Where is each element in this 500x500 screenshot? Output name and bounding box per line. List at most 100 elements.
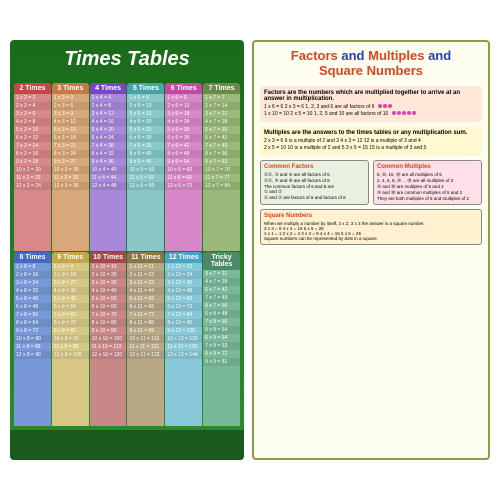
table-row: 7 x 6 = 42 — [165, 142, 202, 150]
table-row: 11 x 3 = 33 — [52, 174, 89, 182]
table-row: 4 x 12 = 48 — [165, 287, 202, 295]
table-row: 2 x 9 = 18 — [52, 271, 89, 279]
table-row: 1 x 5 = 5 — [127, 94, 164, 102]
table-row: 8 x 3 = 24 — [52, 150, 89, 158]
column-header: 3 Times — [52, 83, 89, 94]
sq-l3: Square numbers can be represented by dot… — [264, 236, 478, 241]
table-row: 8 x 2 = 16 — [14, 150, 51, 158]
common-multiples-box: Common Multiples 5, ⑩, 15, ⑳ are all mul… — [373, 160, 482, 205]
table-column: 7 Times1 x 7 = 72 x 7 = 143 x 7 = 214 x … — [203, 83, 240, 251]
table-row: 8 x 11 = 88 — [127, 319, 164, 327]
common-row: Common Factors ①②, ③ and ⑥ are all facto… — [260, 160, 482, 205]
table-row: 2 x 2 = 4 — [14, 102, 51, 110]
table-column: 6 Times1 x 6 = 62 x 6 = 123 x 6 = 184 x … — [165, 83, 202, 251]
table-row: 5 x 10 = 50 — [90, 295, 127, 303]
table-row: 8 x 6 = 48 — [165, 150, 202, 158]
table-row: 12 x 3 = 36 — [52, 182, 89, 190]
factors-section: Factors are the numbers which are multip… — [260, 86, 482, 122]
table-row: 1 x 3 = 3 — [52, 94, 89, 102]
table-column: 3 Times1 x 3 = 32 x 3 = 63 x 3 = 94 x 3 … — [52, 83, 89, 251]
table-column: Tricky Tables3 x 7 = 214 x 7 = 286 x 7 =… — [203, 252, 240, 427]
poster1-footer — [10, 430, 244, 460]
table-row: 10 x 7 = 70 — [203, 166, 240, 174]
column-body: 1 x 8 = 82 x 8 = 163 x 8 = 244 x 8 = 325… — [14, 263, 51, 427]
table-row: 10 x 9 = 90 — [52, 335, 89, 343]
table-row: 1 x 2 = 2 — [14, 94, 51, 102]
table-row: 4 x 4 = 16 — [90, 118, 127, 126]
title-multiples: Multiples — [368, 48, 424, 63]
table-row: 3 x 11 = 33 — [127, 279, 164, 287]
table-row: 10 x 2 = 20 — [14, 166, 51, 174]
table-row: 6 x 10 = 60 — [90, 303, 127, 311]
poster1-title: Times Tables — [10, 40, 244, 79]
table-row: 9 x 11 = 99 — [127, 327, 164, 335]
title-and2: and — [424, 48, 451, 63]
table-row: 8 x 12 = 96 — [165, 319, 202, 327]
table-column: 9 Times1 x 9 = 92 x 9 = 183 x 9 = 274 x … — [52, 252, 89, 427]
table-row: 3 x 4 = 12 — [90, 110, 127, 118]
table-row: 3 x 3 = 9 — [52, 110, 89, 118]
table-row: 5 x 4 = 20 — [90, 126, 127, 134]
table-row: 4 x 8 = 32 — [14, 287, 51, 295]
column-header: 8 Times — [14, 252, 51, 263]
table-row: 3 x 5 = 15 — [127, 110, 164, 118]
table-row: 10 x 6 = 60 — [165, 166, 202, 174]
table-row: 3 x 12 = 36 — [165, 279, 202, 287]
table-row: 5 x 6 = 30 — [165, 126, 202, 134]
table-row: 9 x 6 = 54 — [165, 158, 202, 166]
column-header: 12 Times — [165, 252, 202, 263]
table-row: 4 x 7 = 28 — [203, 118, 240, 126]
cf-l5: ① and ② are factors of 6 and factors of … — [264, 195, 365, 201]
table-row: 11 x 6 = 66 — [165, 174, 202, 182]
table-column: 11 Times1 x 11 = 112 x 11 = 223 x 11 = 3… — [127, 252, 164, 427]
table-row: 4 x 7 = 28 — [203, 278, 240, 286]
table-row: 6 x 7 = 42 — [203, 134, 240, 142]
table-row: 12 x 4 = 48 — [90, 182, 127, 190]
table-row: 2 x 11 = 22 — [127, 271, 164, 279]
table-row: 7 x 5 = 35 — [127, 142, 164, 150]
table-row: 5 x 3 = 15 — [52, 126, 89, 134]
table-row: 7 x 10 = 70 — [90, 311, 127, 319]
column-body: 1 x 2 = 22 x 2 = 43 x 2 = 64 x 2 = 85 x … — [14, 94, 51, 251]
tables-grid: 2 Times1 x 2 = 22 x 2 = 43 x 2 = 64 x 2 … — [10, 79, 244, 430]
table-row: 8 x 9 = 72 — [203, 350, 240, 358]
table-row: 6 x 5 = 30 — [127, 134, 164, 142]
table-row: 3 x 9 = 27 — [52, 279, 89, 287]
table-row: 1 x 6 = 6 — [165, 94, 202, 102]
table-row: 10 x 11 = 110 — [127, 335, 164, 343]
title-factors: Factors — [291, 48, 338, 63]
table-row: 2 x 12 = 24 — [165, 271, 202, 279]
times-tables-poster: Times Tables 2 Times1 x 2 = 22 x 2 = 43 … — [10, 40, 244, 460]
table-column: 10 Times1 x 10 = 102 x 10 = 203 x 10 = 3… — [90, 252, 127, 427]
table-row: 3 x 2 = 6 — [14, 110, 51, 118]
table-row: 2 x 8 = 16 — [14, 271, 51, 279]
factors-line1: 1 x 6 = 6 2 x 3 = 6 1, 2, 3 and 6 are al… — [264, 104, 478, 110]
title-square: Square Numbers — [319, 63, 423, 78]
table-row: 6 x 11 = 66 — [127, 303, 164, 311]
table-row: 12 x 12 = 144 — [165, 351, 202, 359]
table-row: 1 x 7 = 7 — [203, 94, 240, 102]
table-row: 4 x 11 = 44 — [127, 287, 164, 295]
table-column: 8 Times1 x 8 = 82 x 8 = 163 x 8 = 244 x … — [14, 252, 51, 427]
sq-title: Square Numbers — [264, 213, 478, 219]
table-row: 12 x 11 = 132 — [127, 351, 164, 359]
table-row: 7 x 9 = 63 — [203, 342, 240, 350]
table-row: 4 x 5 = 20 — [127, 118, 164, 126]
table-row: 11 x 7 = 77 — [203, 174, 240, 182]
table-row: 8 x 5 = 40 — [127, 150, 164, 158]
table-row: 11 x 11 = 121 — [127, 343, 164, 351]
table-row: 5 x 7 = 35 — [203, 126, 240, 134]
table-row: 7 x 8 = 56 — [14, 311, 51, 319]
table-row: 3 x 6 = 18 — [165, 110, 202, 118]
table-row: 11 x 4 = 44 — [90, 174, 127, 182]
table-row: 7 x 2 = 14 — [14, 142, 51, 150]
table-row: 9 x 2 = 18 — [14, 158, 51, 166]
table-row: 10 x 3 = 30 — [52, 166, 89, 174]
column-header: 5 Times — [127, 83, 164, 94]
column-body: 1 x 6 = 62 x 6 = 123 x 6 = 184 x 6 = 245… — [165, 94, 202, 251]
table-row: 5 x 8 = 40 — [14, 295, 51, 303]
table-row: 9 x 12 = 108 — [165, 327, 202, 335]
table-row: 9 x 4 = 36 — [90, 158, 127, 166]
column-header: Tricky Tables — [203, 252, 240, 270]
table-row: 8 x 9 = 72 — [52, 319, 89, 327]
